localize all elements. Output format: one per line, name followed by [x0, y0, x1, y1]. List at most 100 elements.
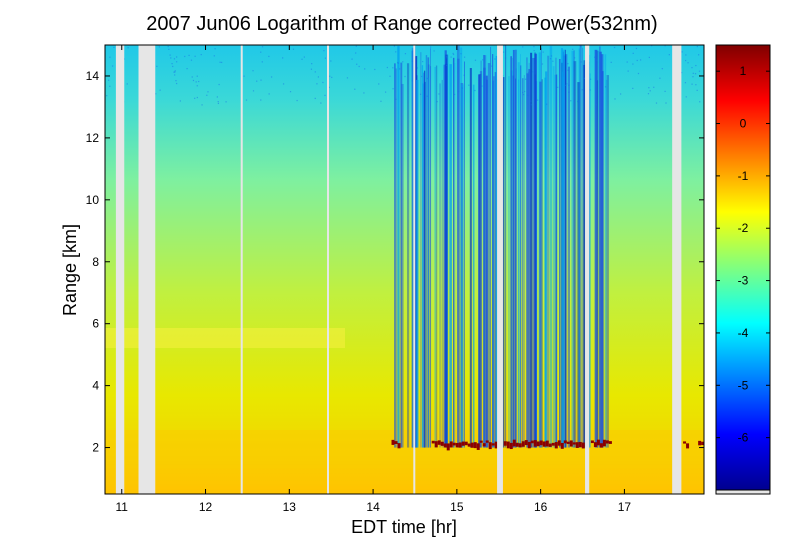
cloud-streak — [579, 45, 582, 448]
noise-speck — [436, 101, 438, 103]
cloud-base-cell — [503, 441, 507, 446]
noise-speck — [219, 61, 221, 63]
cloud-streak — [561, 62, 563, 448]
cloud-base-cell — [509, 442, 513, 450]
noise-speck — [681, 71, 683, 74]
noise-speck — [452, 52, 454, 55]
cloud-base-cell — [467, 443, 471, 447]
colorbar-tick-label: 0 — [740, 117, 747, 131]
noise-speck — [527, 71, 530, 74]
noise-speck — [685, 96, 687, 98]
noise-speck — [454, 93, 456, 96]
cloud-streak — [568, 66, 570, 448]
cloud-streak — [427, 57, 430, 448]
noise-speck — [109, 85, 111, 87]
noise-speck — [168, 48, 170, 50]
cloud-streak — [505, 45, 507, 448]
noise-speck — [637, 72, 640, 75]
cloud-base-cell — [566, 441, 570, 444]
noise-speck — [289, 91, 292, 93]
noise-speck — [468, 84, 470, 86]
colorbar-tick-label: -3 — [738, 274, 749, 288]
cloud-base-cell — [548, 443, 552, 447]
noise-speck — [699, 101, 701, 103]
noise-speck — [664, 45, 666, 47]
cloud-base-cell — [488, 442, 492, 450]
noise-speck — [596, 59, 598, 61]
noise-speck — [402, 61, 404, 63]
noise-speck — [491, 65, 493, 67]
noise-speck — [175, 82, 178, 85]
cloud-base-cell — [515, 442, 519, 447]
cloud-base-cell — [397, 443, 401, 449]
noise-speck — [331, 76, 333, 79]
y-tick-label: 10 — [86, 193, 100, 207]
colorbar-tick-label: -6 — [738, 431, 749, 445]
cloud-streak — [430, 66, 432, 448]
noise-speck — [627, 70, 629, 72]
noise-speck — [527, 94, 529, 96]
noise-speck — [661, 68, 663, 70]
cloud-streak — [441, 79, 443, 448]
cloud-streak — [490, 46, 492, 448]
data-gap — [672, 45, 682, 494]
noise-speck — [494, 58, 496, 60]
noise-speck — [530, 100, 532, 102]
noise-speck — [225, 101, 227, 103]
aerosol-layer-band — [105, 328, 345, 348]
cloud-streak — [464, 61, 465, 448]
noise-speck — [463, 56, 466, 58]
cloud-streak — [434, 67, 436, 448]
y-axis-ticks: 2 4 6 8 10 12 14 — [86, 69, 704, 455]
noise-speck — [201, 104, 203, 106]
data-gap — [240, 45, 243, 494]
cloud-streak — [515, 78, 517, 448]
noise-speck — [395, 98, 397, 100]
cloud-streak — [411, 50, 413, 448]
noise-speck — [668, 54, 670, 56]
noise-speck — [546, 103, 548, 105]
noise-speck — [695, 84, 697, 86]
cloud-base-cell — [479, 440, 483, 443]
cloud-base-cell — [485, 440, 489, 443]
noise-speck — [653, 86, 655, 88]
cloud-base-cell — [437, 440, 441, 445]
cloud-streak — [561, 71, 564, 448]
noise-speck — [557, 86, 559, 88]
cloud-streak — [445, 54, 449, 448]
cloud-base-cell — [524, 440, 528, 446]
cloud-streak — [425, 55, 428, 448]
noise-speck — [589, 78, 592, 80]
noise-speck — [126, 83, 128, 85]
cloud-streak — [469, 68, 472, 448]
cloud-base-cell — [686, 443, 690, 449]
cloud-streak — [547, 55, 550, 448]
cloud-streak — [480, 60, 482, 448]
cloud-streak — [425, 56, 427, 448]
noise-speck — [632, 63, 634, 65]
cloud-base-cell — [473, 442, 477, 449]
noise-speck — [691, 83, 693, 85]
noise-speck — [397, 61, 399, 64]
noise-speck — [482, 59, 484, 61]
data-gaps — [115, 45, 682, 494]
noise-speck — [292, 48, 295, 50]
noise-speck — [392, 88, 394, 90]
noise-speck — [430, 46, 432, 48]
noise-speck — [188, 54, 190, 57]
noise-speck — [542, 51, 544, 53]
noise-speck — [461, 87, 463, 89]
noise-speck — [692, 76, 694, 78]
noise-speck — [698, 54, 700, 56]
noise-speck — [314, 71, 316, 73]
noise-speck — [687, 62, 689, 64]
x-tick-label: 11 — [116, 500, 129, 514]
cloud-streak — [552, 66, 555, 448]
cloud-base-cell — [698, 440, 702, 446]
noise-speck — [109, 56, 111, 58]
cloud-streak — [493, 76, 495, 448]
cloud-base-cell — [536, 441, 540, 447]
noise-speck — [649, 90, 651, 92]
noise-speck — [632, 52, 634, 54]
noise-speck — [502, 51, 505, 53]
